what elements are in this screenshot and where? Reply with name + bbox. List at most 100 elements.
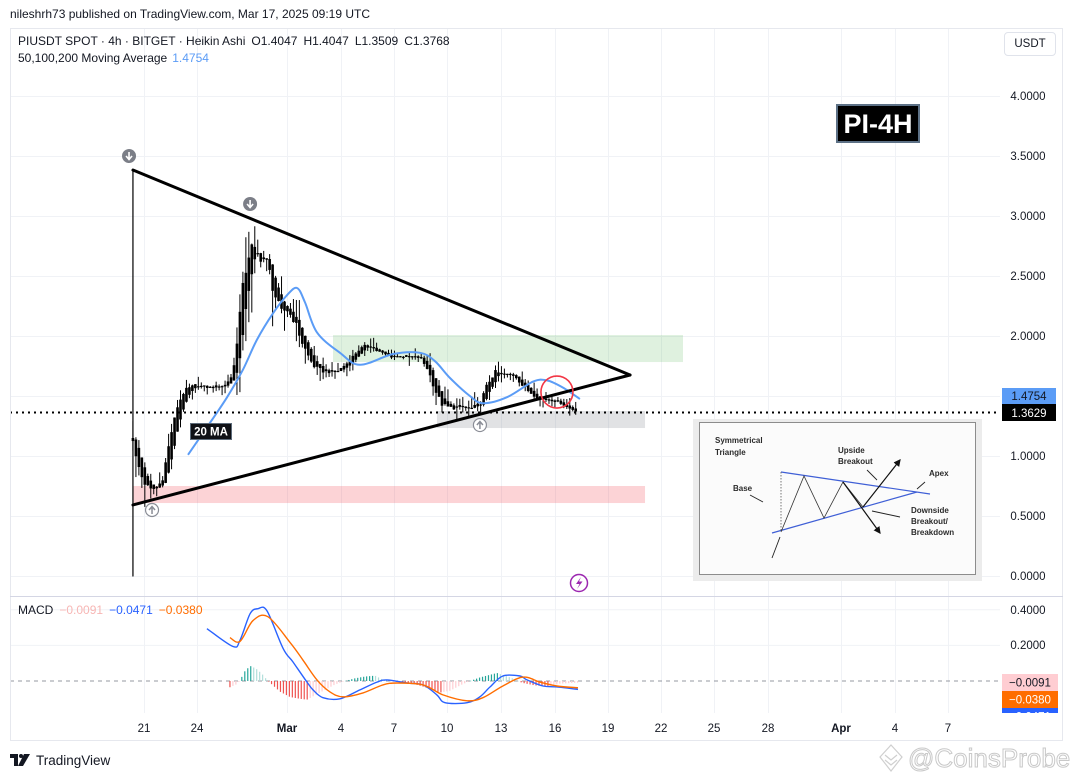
time-axis-label: 28 <box>762 723 775 735</box>
histogram-bar <box>478 677 481 681</box>
histogram-bar <box>256 669 258 681</box>
candle-body <box>375 347 378 352</box>
macd-legend-macd: −0.0471 <box>109 603 153 617</box>
candle-body <box>232 365 236 381</box>
candle-body <box>544 398 548 400</box>
candle-body <box>158 483 161 488</box>
histogram-bar <box>309 681 311 698</box>
candle-body <box>134 439 138 457</box>
histogram-bar <box>443 681 445 692</box>
candle-body <box>306 342 310 356</box>
triangle-lower-trendline <box>131 373 632 507</box>
histogram-bar <box>235 681 237 685</box>
candle-body <box>455 406 459 408</box>
candle-body <box>268 258 271 270</box>
candle-body <box>571 407 575 410</box>
candle-body <box>342 365 346 370</box>
support-zone-grey <box>436 411 646 429</box>
histogram-bar <box>288 681 290 697</box>
candle-body <box>214 385 218 388</box>
candle-body <box>339 368 343 372</box>
tradingview-logo-icon <box>10 754 30 766</box>
candle-body <box>526 384 530 391</box>
inset-downside-1: Downside <box>911 506 949 515</box>
histogram-bar <box>520 681 522 683</box>
candle-body <box>179 399 182 420</box>
histogram-bar <box>345 680 347 682</box>
candle-body <box>324 369 328 372</box>
candle-body <box>164 462 167 483</box>
candle-body <box>197 386 200 388</box>
breakdown-highlight-circle <box>540 375 574 409</box>
candle-body <box>199 385 203 388</box>
coinsprobe-watermark: @CoinsProbe <box>878 741 1071 775</box>
histogram-bar <box>422 681 424 687</box>
price-axis-label: 2.5000 <box>1010 271 1045 283</box>
histogram-bar <box>529 681 531 685</box>
price-pane[interactable]: 20 MA PI-4H Symmetrical Triangle Upside <box>10 104 1000 593</box>
candle-body <box>512 374 515 376</box>
histogram-bar <box>481 676 484 681</box>
histogram-bar <box>348 679 350 681</box>
candle-body <box>238 311 242 359</box>
histogram-bar <box>241 676 243 681</box>
inset-upside-2: Breakout <box>838 457 873 466</box>
histogram-bar <box>259 671 261 681</box>
histogram-bar <box>458 681 460 687</box>
histogram-bar <box>232 681 234 686</box>
histogram-bar <box>571 681 573 683</box>
macd-legend[interactable]: MACD −0.0091 −0.0471 −0.0380 <box>18 603 209 617</box>
histogram-bar <box>490 674 493 681</box>
histogram-bar <box>247 668 249 681</box>
lightning-event-icon[interactable] <box>569 573 589 593</box>
symbol-row: PIUSDT SPOT · 4h · BITGET · Heikin Ashi O… <box>18 33 450 50</box>
publish-attribution: nileshrh73 published on TradingView.com,… <box>10 7 370 21</box>
candle-body <box>476 403 479 407</box>
candle-body <box>491 377 494 387</box>
candle-body <box>170 432 173 460</box>
histogram-bar <box>410 681 412 684</box>
candle-body <box>244 272 248 309</box>
histogram-bar <box>285 681 288 696</box>
candle-body <box>226 381 230 386</box>
inset-title-2: Triangle <box>715 448 746 457</box>
candle-body <box>354 353 358 360</box>
support-zone-red <box>132 486 646 504</box>
macd-legend-histogram: −0.0091 <box>59 603 104 617</box>
time-axis[interactable]: 21 24 Mar 4 7 10 13 16 19 22 25 28 Apr 4… <box>138 723 952 735</box>
histogram-bar <box>297 681 299 699</box>
price-axis[interactable]: 4.0000 3.5000 3.0000 2.5000 2.0000 1.000… <box>1002 91 1056 583</box>
histogram-bar <box>366 676 368 681</box>
candle-body <box>149 480 153 489</box>
candle-body <box>289 308 292 315</box>
histogram-bar <box>440 681 442 693</box>
candle-body <box>387 352 390 356</box>
macd-pane[interactable] <box>10 606 1000 705</box>
candles <box>131 226 578 507</box>
histogram-bar <box>508 677 510 681</box>
candle-body <box>327 370 331 374</box>
histogram-bar <box>434 681 436 691</box>
inset-upper-line <box>780 471 931 495</box>
inset-upside-1: Upside <box>838 446 865 455</box>
candle-body <box>265 258 268 260</box>
triangle-upper-trendline <box>131 168 632 377</box>
candle-body <box>253 246 257 260</box>
indicator-row[interactable]: 50,100,200 Moving Average 1.4754 <box>18 50 450 67</box>
tradingview-logo[interactable]: TradingView <box>10 751 110 769</box>
candle-body <box>247 257 251 291</box>
currency-button[interactable]: USDT <box>1004 32 1056 56</box>
candle-body <box>217 386 221 388</box>
candle-body <box>301 327 304 344</box>
candle-body <box>137 447 141 468</box>
candle-body <box>390 354 393 358</box>
histogram-bar <box>559 681 561 684</box>
macd-axis[interactable]: 0.4000 0.2000 −0.0091 −0.0380 −0.0471 <box>1002 605 1058 725</box>
time-axis-label: 4 <box>892 723 899 735</box>
candle-body <box>315 361 319 367</box>
candle-body <box>529 387 533 394</box>
histogram-bar <box>431 681 433 690</box>
histogram-bar <box>229 681 231 688</box>
histogram-bar <box>455 681 457 688</box>
